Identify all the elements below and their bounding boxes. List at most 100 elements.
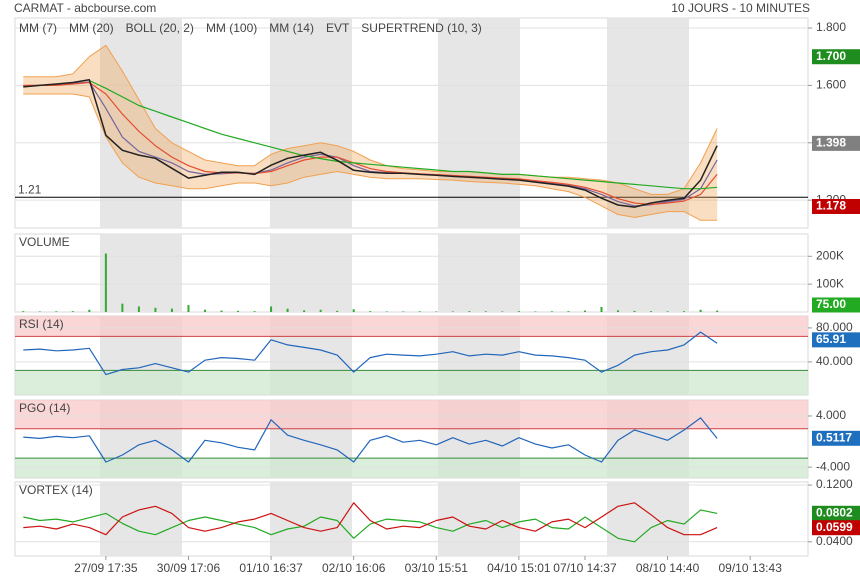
panel-title: VOLUME [19,235,70,249]
value-badge [812,49,860,65]
x-tick-label: 01/10 16:37 [239,561,303,575]
volume-bar [253,311,256,312]
session-shade [438,18,520,228]
volume-bar [104,253,107,312]
y-tick-label: 1.600 [816,78,846,92]
volume-bar [137,306,140,312]
volume-bar [402,311,405,312]
volume-bar [237,310,240,312]
session-shade [270,18,352,228]
volume-bar [319,309,322,312]
session-shade [438,234,520,312]
x-tick-label: 03/10 15:51 [405,561,469,575]
legend-entry: BOLL (20, 2) [126,21,194,35]
panel-title: PGO (14) [19,401,70,415]
oversold-zone [15,458,808,478]
x-tick-label: 30/09 17:06 [157,561,221,575]
volume-bar [88,309,91,312]
volume-bar [650,311,653,312]
panel-title: VORTEX (14) [19,483,93,497]
value-badge [812,135,860,151]
legend-entry: MM (100) [206,21,257,35]
volume-bar [699,309,702,312]
volume-bar [666,311,669,312]
volume-bar [716,310,719,312]
volume-bar [633,310,636,312]
volume-bar [550,311,553,312]
volume-bar [303,310,306,312]
legend-entry: MM (20) [69,21,114,35]
volume-bar [385,311,388,312]
value-badge [812,297,860,313]
price-line [23,78,718,208]
volume-bar [683,311,686,312]
value-badge [812,198,860,214]
session-shade [100,482,182,556]
reference-label: 1.21 [18,182,42,196]
x-tick-label: 04/10 15:01 [487,561,551,575]
y-tick-label: 200K [816,248,844,262]
volume-bar [121,303,124,312]
series-line [23,81,718,207]
volume-bar [220,310,223,312]
session-shade [607,482,689,556]
value-badge-label: 0.5117 [816,430,852,444]
value-badge-label: 1.398 [816,136,846,150]
series-line [23,502,718,536]
series-line [23,331,718,376]
volume-bar [517,311,520,312]
volume-bar [435,311,438,312]
volume-bar [71,311,74,312]
chart-title: CARMAT - abcbourse.com [14,1,156,15]
session-shade [100,234,182,312]
volume-bar [418,311,421,312]
bollinger-lower [23,93,718,221]
volume-bar [617,310,620,312]
y-tick-label: 0.0400 [816,534,853,548]
value-badge [812,332,860,348]
session-shade [438,482,520,556]
y-tick-label: 4.000 [816,408,846,422]
session-shade [270,234,352,312]
volume-bar [22,311,25,312]
value-badge-label: 1.178 [816,199,846,213]
x-tick-label: 09/10 13:43 [718,561,782,575]
session-shade [270,482,352,556]
legend-entry: SUPERTREND (10, 3) [361,21,481,35]
volume-bar [534,311,537,312]
volume-bar [484,311,487,312]
y-tick-label: 100K [816,276,844,290]
volume-bar [187,305,190,312]
series-line [89,79,718,190]
overbought-zone [15,400,808,429]
volume-bar [336,310,339,312]
value-badge [812,505,860,521]
legend-entry: MM (7) [19,21,57,35]
value-badge-label: 0.0802 [816,505,853,519]
y-tick-label: 40.000 [816,354,853,368]
volume-bar [567,311,570,312]
legend-entry: EVT [326,21,350,35]
series-line [23,417,718,463]
value-badge-label: 65.91 [816,332,846,346]
overbought-zone [15,316,808,337]
series-line [23,509,718,543]
volume-bar [154,307,157,312]
volume-bar [501,311,504,312]
volume-bar [286,308,289,312]
y-tick-label: -4.000 [816,459,850,473]
series-line [23,81,718,206]
value-badge [812,520,860,536]
x-tick-label: 27/09 17:35 [74,561,138,575]
volume-bar [369,311,372,312]
value-badge-label: 75.00 [816,297,846,311]
volume-bar [38,311,41,312]
bollinger-upper [23,44,718,195]
volume-bar [451,311,454,312]
y-tick-label: 80.000 [816,320,853,334]
x-tick-label: 02/10 16:06 [322,561,386,575]
chart-subtitle: 10 JOURS - 10 MINUTES [671,1,810,15]
y-tick-label: 0.1200 [816,477,853,491]
